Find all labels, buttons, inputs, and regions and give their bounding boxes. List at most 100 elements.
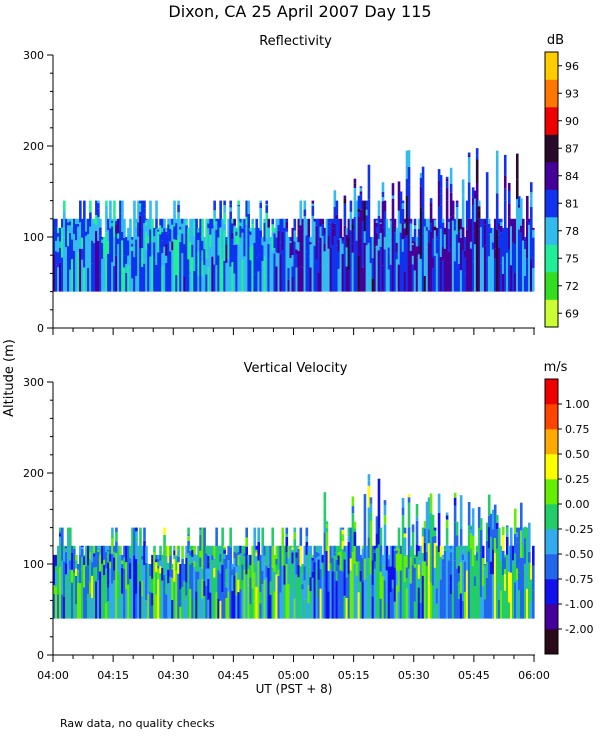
- data-cell: [345, 227, 349, 233]
- data-cell: [105, 205, 108, 211]
- colorbar-tick-label: -0.50: [565, 548, 593, 561]
- data-cell: [301, 589, 305, 619]
- data-cell: [453, 505, 457, 523]
- data-cell: [513, 244, 517, 273]
- data-cell: [225, 237, 228, 238]
- data-cell: [179, 564, 182, 590]
- data-cell: [489, 258, 493, 292]
- data-cell: [411, 264, 415, 292]
- data-cell: [143, 540, 146, 566]
- data-cell: [235, 566, 238, 573]
- data-cell: [435, 236, 439, 240]
- data-cell: [295, 249, 299, 254]
- data-cell: [299, 566, 303, 619]
- data-cell: [225, 587, 228, 599]
- data-cell: [457, 242, 461, 264]
- data-cell: [53, 554, 56, 586]
- data-cell: [115, 527, 118, 532]
- data-cell: [467, 502, 471, 508]
- data-cell: [331, 558, 335, 572]
- data-cell: [353, 216, 357, 292]
- data-cell: [139, 564, 142, 582]
- colorbar: -2.00-1.00-0.75-0.50-0.250.000.250.500.7…: [544, 360, 593, 655]
- data-cell: [479, 518, 483, 527]
- data-cell: [63, 545, 66, 553]
- data-cell: [465, 554, 469, 571]
- figure-title: Dixon, CA 25 April 2007 Day 115: [168, 2, 431, 21]
- data-cell: [69, 269, 72, 292]
- data-cell: [69, 225, 72, 233]
- y-axis-label: Altitude (m): [2, 339, 17, 417]
- data-cell: [161, 561, 164, 568]
- data-cell: [377, 239, 381, 251]
- data-cell: [337, 555, 341, 566]
- data-cell: [509, 226, 513, 230]
- data-cell: [71, 219, 74, 223]
- data-cell: [91, 232, 94, 241]
- data-cell: [133, 527, 136, 556]
- data-cell: [75, 560, 78, 569]
- data-cell: [89, 203, 92, 209]
- colorbar-swatch: [545, 162, 558, 190]
- data-cell: [445, 527, 449, 545]
- data-cell: [147, 243, 150, 251]
- data-cell: [53, 254, 56, 292]
- data-cell: [223, 223, 226, 231]
- data-cell: [361, 581, 365, 619]
- data-cell: [53, 593, 56, 619]
- data-cell: [473, 221, 477, 231]
- data-cell: [215, 218, 218, 222]
- data-cell: [243, 239, 246, 257]
- data-cell: [121, 200, 124, 232]
- data-cell: [71, 222, 74, 227]
- data-cell: [301, 267, 305, 292]
- data-cell: [461, 227, 465, 251]
- data-cell: [113, 580, 116, 619]
- data-cell: [447, 583, 451, 619]
- data-cell: [527, 583, 531, 619]
- data-cell: [141, 559, 144, 581]
- data-cell: [71, 226, 74, 240]
- data-cell: [493, 258, 497, 292]
- data-cell: [97, 559, 100, 581]
- data-cell: [245, 216, 248, 225]
- data-cell: [527, 551, 531, 563]
- data-cell: [85, 269, 88, 292]
- data-cell: [503, 574, 507, 591]
- data-cell: [275, 545, 279, 559]
- data-cell: [491, 227, 495, 240]
- data-cell: [55, 218, 58, 228]
- data-cell: [79, 222, 82, 249]
- data-cell: [303, 566, 307, 581]
- data-cell: [483, 568, 487, 578]
- data-cell: [381, 576, 385, 619]
- data-cell: [213, 545, 216, 559]
- data-cell: [87, 581, 90, 594]
- data-cell: [383, 524, 387, 581]
- data-cell: [509, 234, 513, 244]
- data-cell: [511, 218, 515, 243]
- data-cell: [147, 594, 150, 619]
- data-cell: [365, 209, 369, 216]
- data-cell: [91, 545, 94, 552]
- data-cell: [285, 534, 289, 537]
- data-cell: [519, 225, 523, 233]
- data-cell: [159, 225, 162, 235]
- data-cell: [495, 514, 499, 521]
- data-cell: [267, 567, 271, 619]
- data-cell: [433, 567, 437, 619]
- data-cell: [129, 558, 132, 564]
- data-cell: [135, 541, 138, 559]
- panel-title: Vertical Velocity: [244, 361, 348, 376]
- data-cell: [57, 227, 60, 234]
- data-cell: [313, 570, 317, 619]
- data-cell: [389, 264, 393, 292]
- data-cell: [351, 513, 355, 552]
- data-cell: [315, 234, 319, 260]
- data-cell: [73, 225, 76, 234]
- data-cell: [315, 597, 319, 619]
- data-cell: [515, 579, 519, 619]
- data-cell: [155, 200, 158, 219]
- data-cell: [75, 224, 78, 231]
- data-cell: [449, 192, 453, 217]
